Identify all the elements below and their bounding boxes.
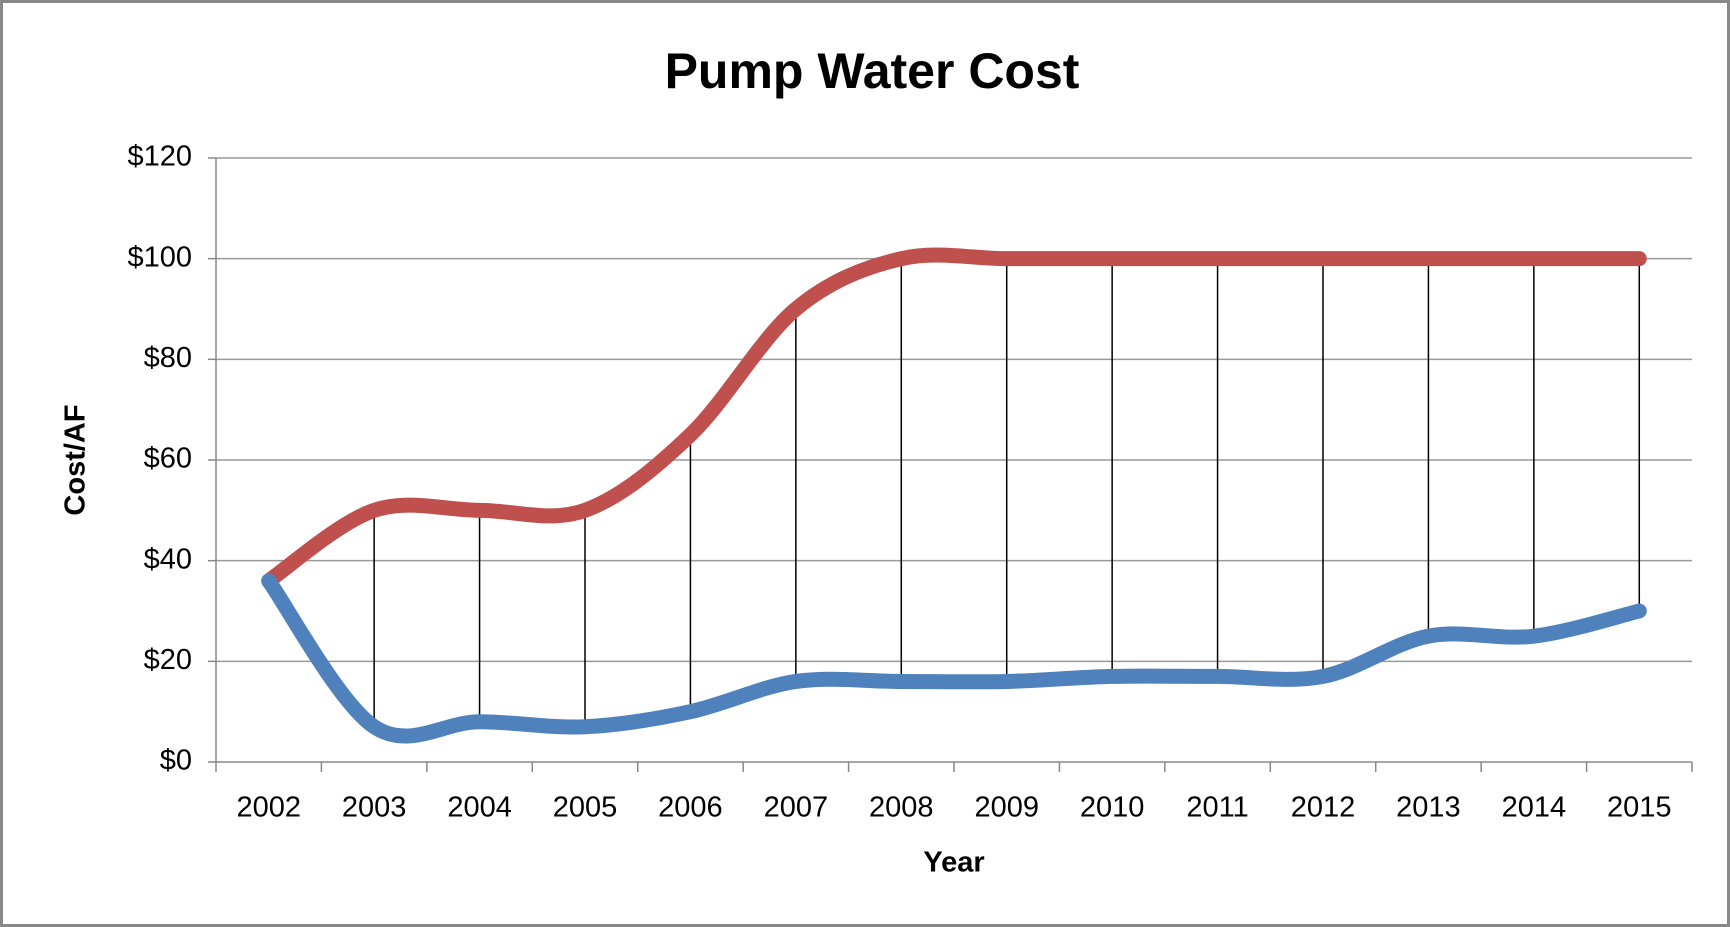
y-tick-label: $100 <box>127 241 192 273</box>
x-axis-title: Year <box>923 847 984 879</box>
y-tick-label: $80 <box>144 342 192 374</box>
x-tick-label: 2006 <box>658 792 723 824</box>
y-tick-label: $60 <box>144 443 192 475</box>
x-tick-label: 2003 <box>342 792 407 824</box>
x-tick-label: 2004 <box>447 792 512 824</box>
x-tick-label: 2008 <box>869 792 934 824</box>
x-tick-label: 2011 <box>1186 792 1248 824</box>
y-axis-title: Cost/AF <box>60 404 92 515</box>
x-tick-label: 2002 <box>236 792 301 824</box>
y-tick-label: $20 <box>144 644 192 676</box>
x-tick-label: 2014 <box>1502 792 1567 824</box>
x-tick-label: 2007 <box>764 792 829 824</box>
series-line <box>261 247 1647 589</box>
x-tick-label: 2012 <box>1291 792 1356 824</box>
y-tick-label: $40 <box>144 543 192 575</box>
x-tick-label: 2010 <box>1080 792 1145 824</box>
y-tick-label: $0 <box>160 745 192 777</box>
x-tick-label: 2009 <box>974 792 1039 824</box>
y-tick-label: $120 <box>127 141 192 173</box>
x-tick-label: 2013 <box>1396 792 1461 824</box>
x-tick-label: 2015 <box>1607 792 1672 824</box>
x-tick-label: 2005 <box>553 792 618 824</box>
series-line <box>261 573 1647 744</box>
chart-title: Pump Water Cost <box>665 43 1080 99</box>
